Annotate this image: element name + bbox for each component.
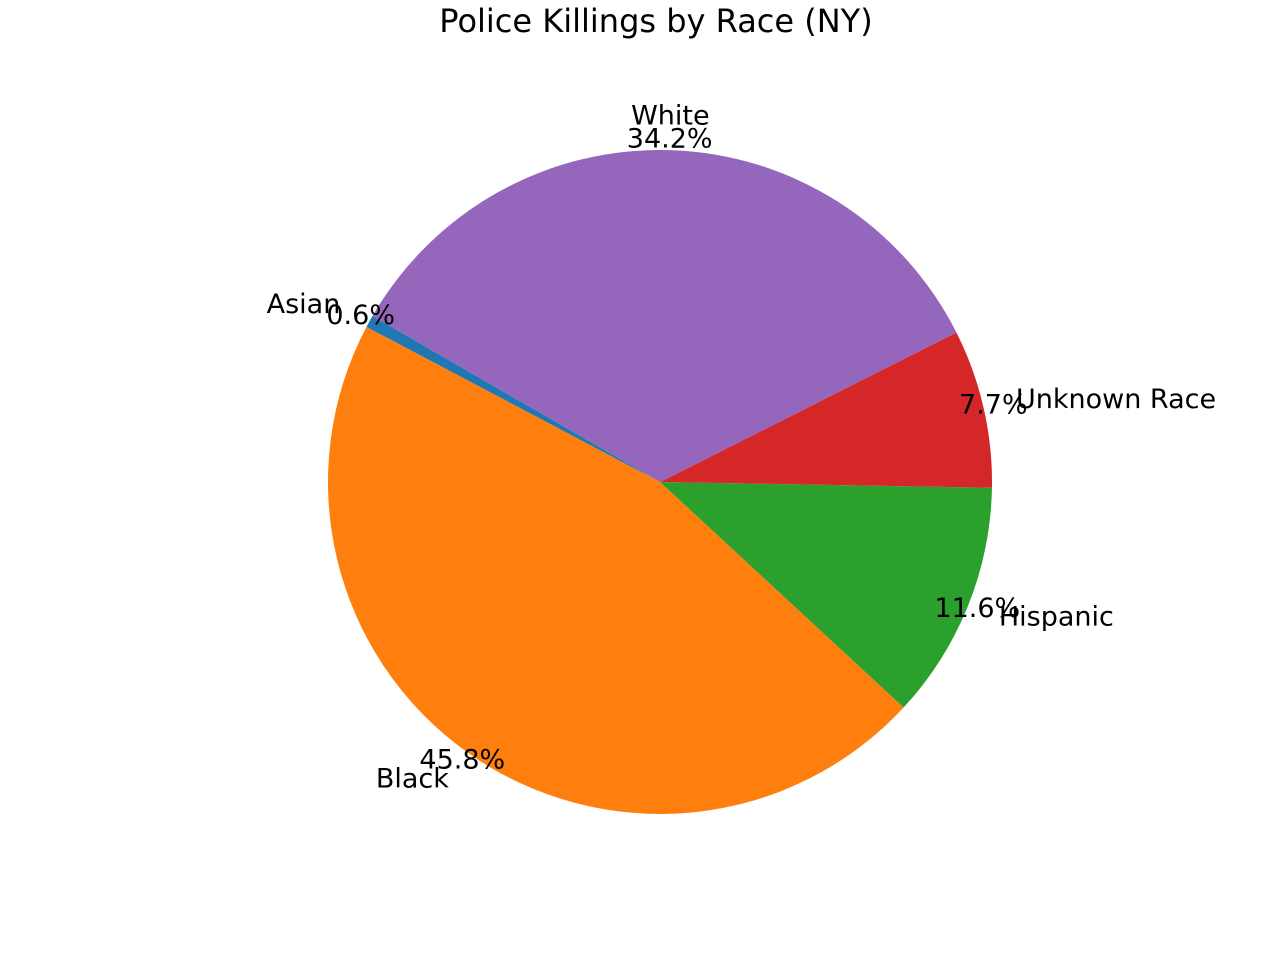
chart-title: Police Killings by Race (NY) (439, 2, 872, 40)
pct-label-hispanic: 11.6% (934, 593, 1020, 624)
pct-label-white: 34.2% (627, 124, 713, 155)
slice-label-unknown-race: Unknown Race (1016, 384, 1216, 415)
pct-label-black: 45.8% (419, 745, 505, 776)
pct-label-unknown-race: 7.7% (959, 389, 1028, 420)
slice-asian (366, 316, 660, 482)
slice-white (372, 150, 957, 482)
slice-black (328, 326, 904, 814)
pie-slices (328, 150, 992, 814)
slice-hispanic (660, 482, 992, 708)
slice-label-white: White (631, 100, 710, 131)
slice-label-hispanic: Hispanic (999, 602, 1114, 633)
slice-label-black: Black (376, 763, 449, 794)
slice-label-asian: Asian (267, 289, 341, 320)
slice-unknown-race (660, 332, 992, 488)
pct-label-asian: 0.6% (326, 300, 395, 331)
